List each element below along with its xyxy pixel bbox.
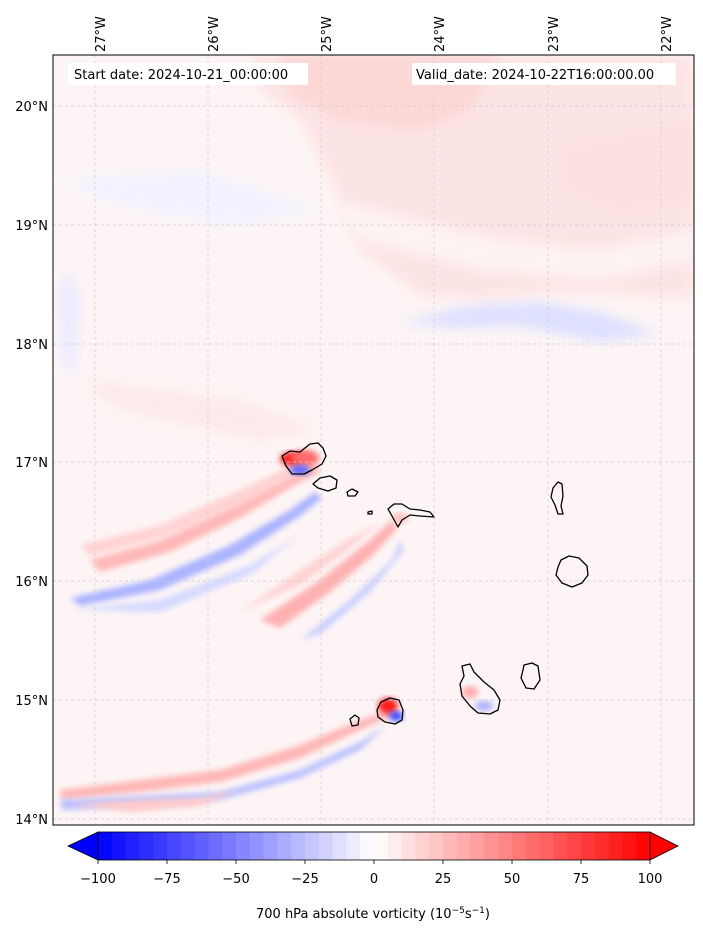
colorbar-segment	[525, 832, 540, 860]
colorbar-segment	[622, 832, 637, 860]
colorbar-max-extend-arrow	[649, 831, 679, 861]
island-sao-vicente	[312, 475, 338, 492]
lon-label-25w: 25°W	[320, 16, 335, 52]
colorbar-segment	[594, 832, 609, 860]
colorbar-tick-0: 0	[370, 872, 378, 887]
colorbar-segment	[332, 832, 347, 860]
colorbar-tick-50: 50	[504, 872, 521, 887]
colorbar-segment	[387, 832, 402, 860]
colorbar-tick-100: 100	[638, 872, 663, 887]
colorbar-segment	[429, 832, 444, 860]
colorbar-segment	[360, 832, 375, 860]
lat-label-17n: 17°N	[15, 456, 48, 471]
colorbar-segment	[470, 832, 485, 860]
lat-label-14n: 14°N	[15, 813, 48, 828]
colorbar-segment	[167, 832, 182, 860]
island-branco-raso	[367, 510, 373, 515]
lat-label-15n: 15°N	[15, 694, 48, 709]
island-boa-vista	[555, 555, 589, 588]
colorbar-segment	[111, 832, 126, 860]
lat-label-18n: 18°N	[15, 338, 48, 353]
lat-label-20n: 20°N	[15, 100, 48, 115]
colorbar-segment	[498, 832, 513, 860]
colorbar-segment	[401, 832, 416, 860]
colorbar-segment	[374, 832, 389, 860]
colorbar-segment	[139, 832, 154, 860]
colorbar-segment	[318, 832, 333, 860]
start-date-label: Start date: 2024-10-21_00:00:00	[74, 68, 288, 83]
vorticity-field	[58, 55, 694, 812]
start-date-box	[68, 63, 308, 85]
colorbar-segment	[539, 832, 554, 860]
colorbar-segment	[194, 832, 209, 860]
island-santiago	[459, 663, 501, 715]
colorbar-segment	[346, 832, 361, 860]
island-maio	[520, 662, 541, 690]
colorbar-segment	[98, 832, 113, 860]
island-brava	[349, 714, 360, 727]
island-sao-nicolau	[387, 503, 435, 528]
lon-label-22w: 22°W	[660, 16, 675, 52]
colorbar-min-extend-arrow	[67, 831, 99, 861]
gridlines	[53, 55, 694, 825]
colorbar-segment	[249, 832, 264, 860]
colorbar-tick-neg25: −25	[291, 872, 318, 887]
lon-label-27w: 27°W	[94, 16, 109, 52]
colorbar-tick-neg75: −75	[153, 872, 180, 887]
map-frame	[52, 54, 695, 826]
colorbar-tick-25: 25	[435, 872, 452, 887]
colorbar-ticks	[97, 860, 651, 864]
island-santa-luzia	[346, 488, 359, 497]
colorbar-segment	[512, 832, 527, 860]
island-sal	[550, 481, 564, 515]
colorbar-tick-75: 75	[573, 872, 590, 887]
colorbar-segment	[484, 832, 499, 860]
lat-label-16n: 16°N	[15, 575, 48, 590]
colorbar-segment	[456, 832, 471, 860]
lon-label-26w: 26°W	[207, 16, 222, 52]
colorbar-segment	[125, 832, 140, 860]
lon-label-23w: 23°W	[547, 16, 562, 52]
colorbar-segments	[98, 832, 651, 860]
colorbar-segment	[567, 832, 582, 860]
colorbar-segment	[608, 832, 623, 860]
colorbar-segment	[153, 832, 168, 860]
colorbar-segment	[305, 832, 320, 860]
colorbar-tick-neg100: −100	[80, 872, 116, 887]
colorbar-segment	[222, 832, 237, 860]
colorbar-segment	[415, 832, 430, 860]
lat-label-19n: 19°N	[15, 219, 48, 234]
island-fogo	[376, 697, 404, 725]
colorbar-segment	[277, 832, 292, 860]
coastlines	[281, 442, 589, 727]
colorbar-segment	[208, 832, 223, 860]
colorbar-segment	[263, 832, 278, 860]
colorbar-tick-neg50: −50	[222, 872, 249, 887]
colorbar-segment	[291, 832, 306, 860]
lon-label-24w: 24°W	[433, 16, 448, 52]
valid-date-label: Valid_date: 2024-10-22T16:00:00.00	[416, 68, 654, 83]
colorbar-segment	[636, 832, 651, 860]
colorbar: −100 −75 −50 −25 0 25 50 75 100 700 hPa …	[67, 831, 679, 922]
colorbar-segment	[553, 832, 568, 860]
island-santo-antao	[281, 442, 327, 475]
colorbar-segment	[236, 832, 251, 860]
colorbar-segment	[581, 832, 596, 860]
colorbar-segment	[443, 832, 458, 860]
colorbar-segment	[180, 832, 195, 860]
colorbar-label: 700 hPa absolute vorticity (10−5s−1)	[256, 906, 490, 922]
valid-date-box	[412, 63, 676, 85]
